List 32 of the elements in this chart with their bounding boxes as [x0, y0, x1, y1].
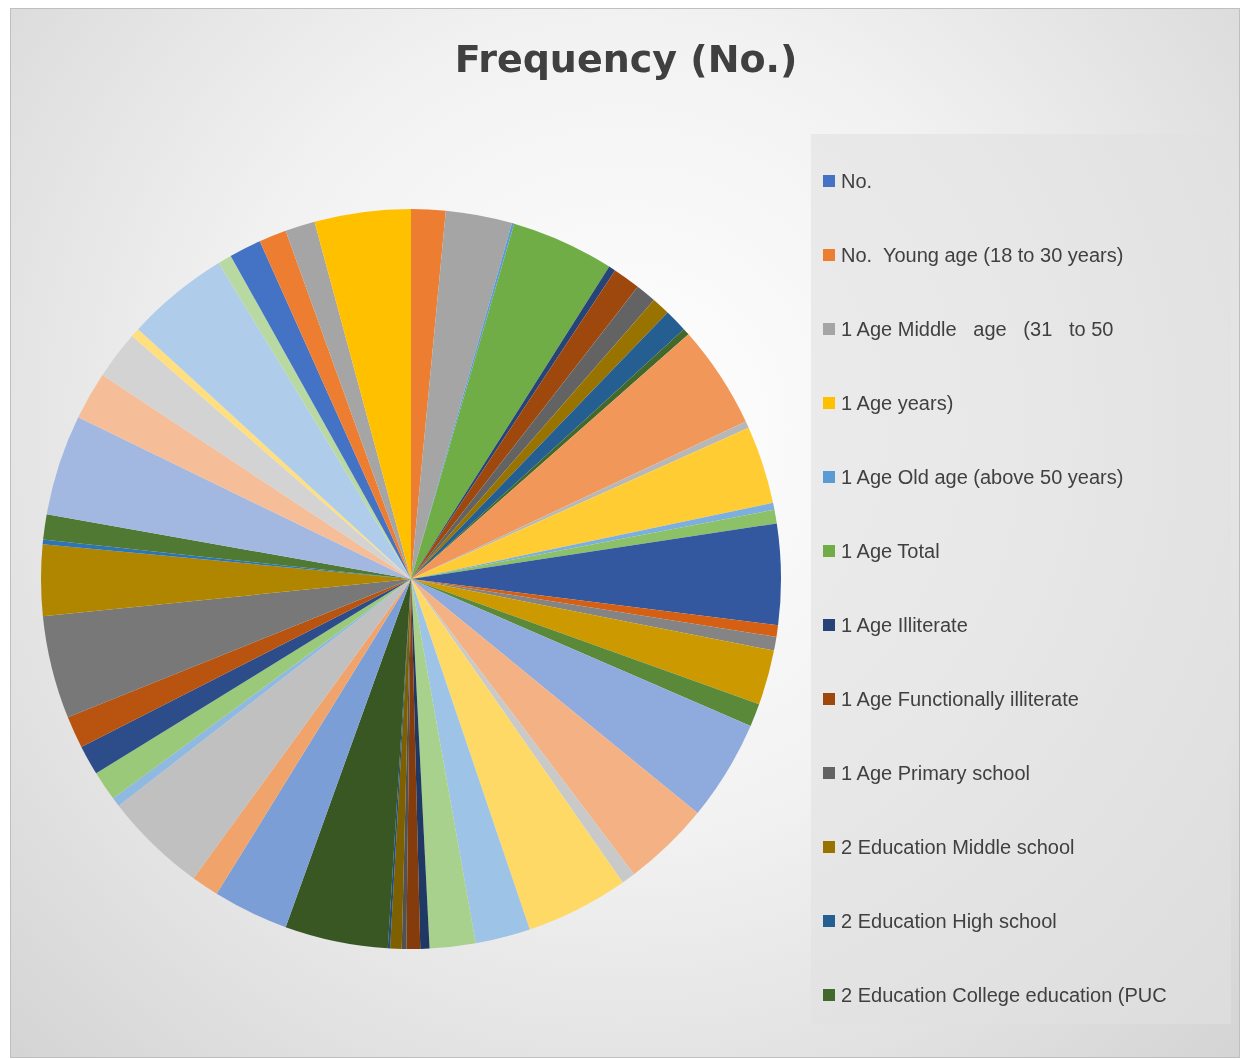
pie-slice — [67, 579, 411, 747]
pie-slice — [411, 579, 774, 705]
pie-slice — [43, 514, 411, 579]
legend-label: 1 Age Illiterate — [841, 613, 968, 637]
pie-slice — [193, 579, 411, 894]
pie-slice — [411, 579, 530, 944]
pie-slice — [411, 579, 779, 637]
pie-slice — [411, 523, 781, 626]
pie-slice — [411, 579, 760, 726]
pie-slice — [411, 579, 698, 875]
pie-slice — [216, 579, 411, 928]
legend-label: 1 Age Old age (above 50 years) — [841, 465, 1124, 489]
pie-slice — [42, 579, 411, 718]
pie-slice — [411, 579, 623, 930]
legend-label: No. Young age (18 to 30 years) — [841, 243, 1124, 267]
pie-slice — [78, 374, 411, 579]
pie-slice — [46, 417, 411, 579]
legend-label: 2 Education High school — [841, 909, 1057, 933]
legend-label: 1 Age Functionally illiterate — [841, 687, 1079, 711]
pie-slice — [411, 334, 746, 579]
legend-label: 1 Age years) — [841, 391, 954, 415]
legend-label: 1 Age Total — [841, 539, 940, 563]
pie-slice — [411, 579, 476, 949]
pie-slice — [118, 579, 411, 879]
legend-label: 2 Education College education (PUC — [841, 983, 1167, 1007]
chart-title: Frequency (No.) — [454, 37, 798, 82]
pie-slice — [285, 579, 411, 949]
legend-label: 2 Education Middle school — [841, 835, 1075, 859]
legend-label: 1 Age Primary school — [841, 761, 1030, 785]
pie-slice — [411, 579, 751, 814]
legend-label: No. — [841, 169, 873, 193]
legend-label: 1 Age Middle age (31 to 50 — [841, 317, 1114, 341]
